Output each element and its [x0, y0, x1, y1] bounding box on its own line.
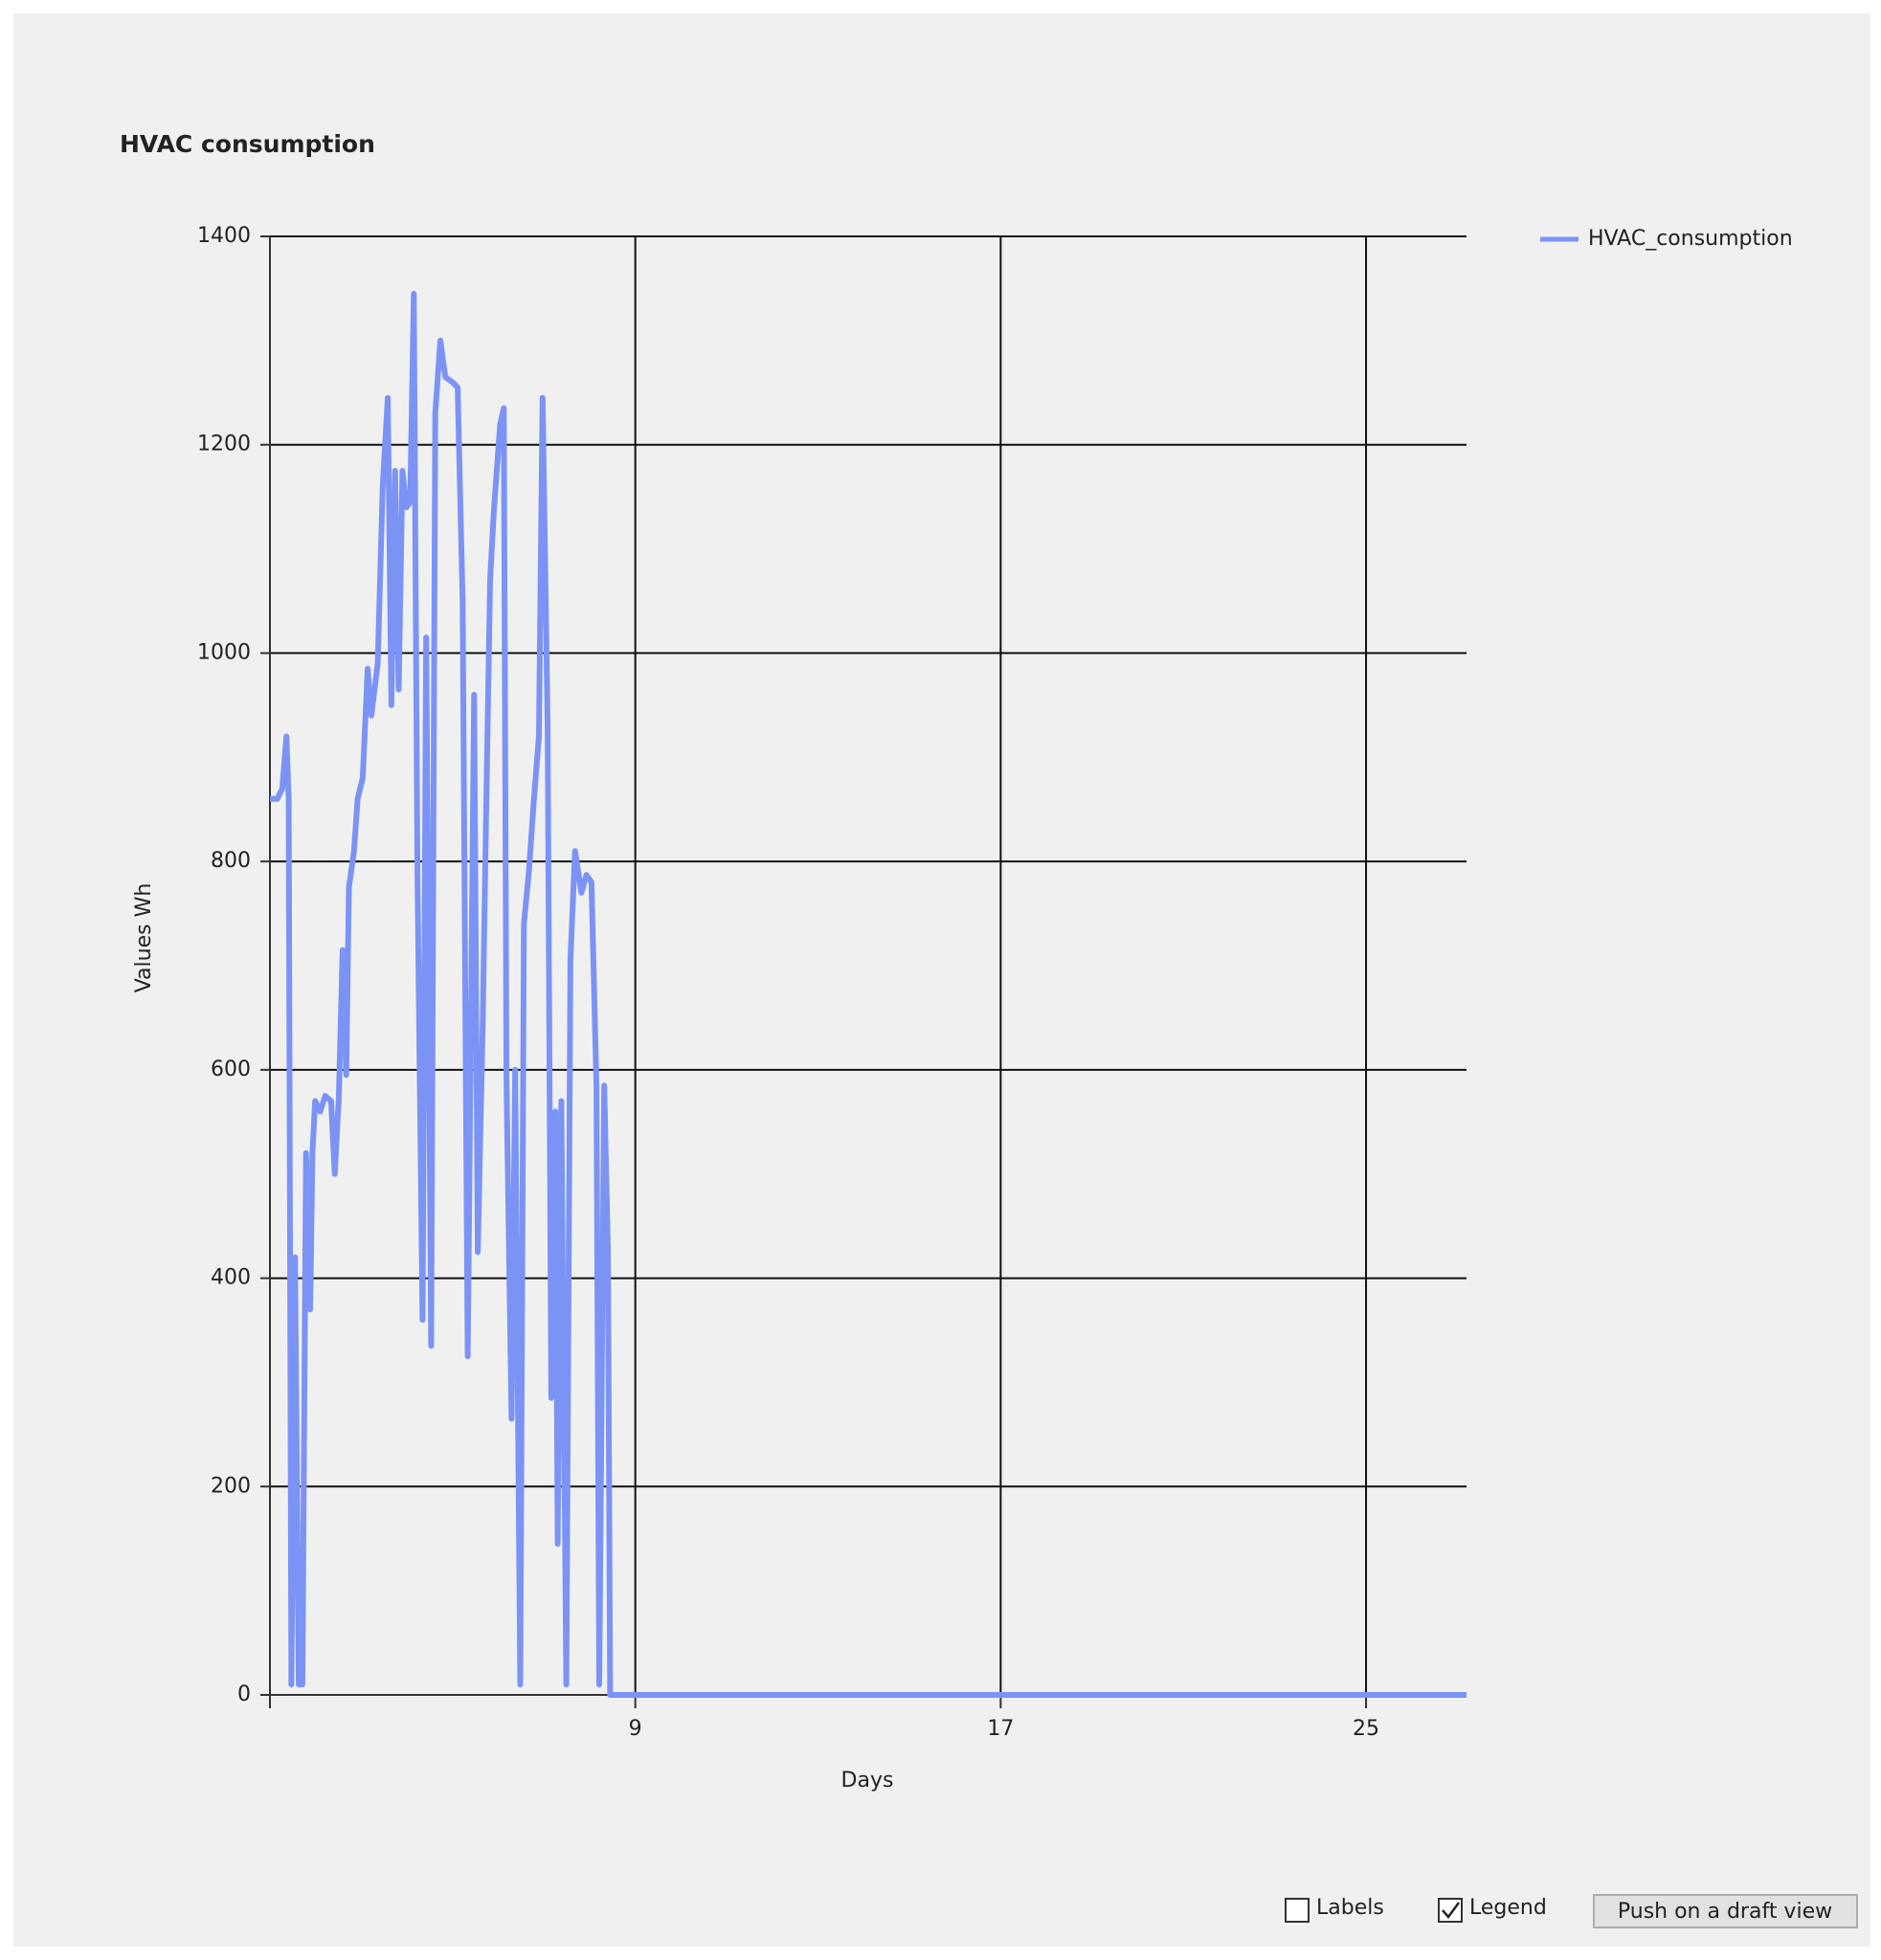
x-tick-label: 9: [629, 1717, 642, 1741]
panel: [13, 13, 1870, 1947]
y-tick-label: 1400: [197, 224, 251, 248]
y-tick-label: 600: [211, 1058, 251, 1081]
x-tick-label: 25: [1353, 1717, 1379, 1741]
y-tick-label: 800: [211, 849, 251, 873]
y-tick-label: 0: [237, 1682, 251, 1706]
y-tick-label: 400: [211, 1266, 251, 1290]
checkbox-label[interactable]: Labels: [1316, 1896, 1384, 1920]
y-tick-label: 1200: [197, 433, 251, 457]
y-tick-label: 200: [211, 1474, 251, 1498]
x-tick-label: 17: [987, 1717, 1014, 1741]
checkmark: [1442, 1902, 1461, 1920]
legend-label: HVAC_consumption: [1588, 227, 1793, 251]
checkbox[interactable]: [1285, 1898, 1310, 1923]
chart-title: HVAC consumption: [120, 130, 375, 158]
x-axis-label: Days: [841, 1769, 894, 1793]
button[interactable]: [1593, 1894, 1858, 1928]
y-axis-label: Values Wh: [132, 883, 156, 993]
checkbox-label[interactable]: Legend: [1469, 1896, 1547, 1920]
button-label[interactable]: Push on a draft view: [1618, 1900, 1832, 1924]
data-line: [270, 290, 1467, 1698]
y-tick-label: 1000: [197, 640, 251, 664]
